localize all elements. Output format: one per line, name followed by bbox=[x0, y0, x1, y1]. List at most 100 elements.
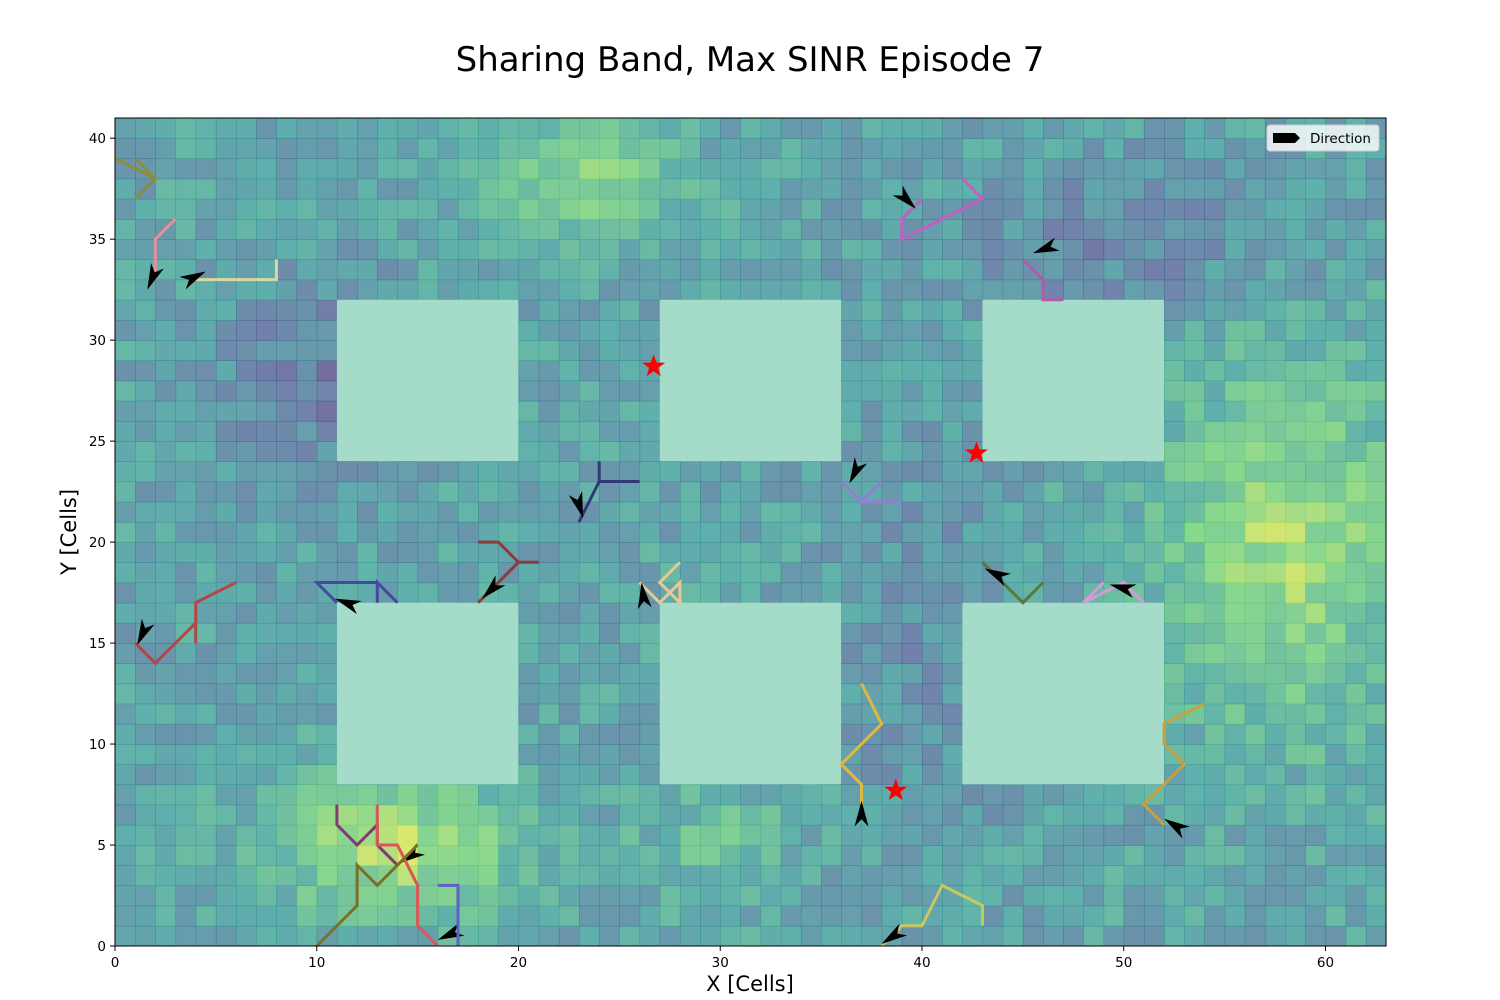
heatmap-cell bbox=[135, 562, 156, 584]
heatmap-cell bbox=[942, 562, 963, 584]
heatmap-cell bbox=[1224, 784, 1246, 806]
heatmap-cell bbox=[841, 925, 863, 946]
heatmap-cell bbox=[236, 744, 257, 765]
heatmap-cell bbox=[1244, 824, 1266, 846]
heatmap-cell bbox=[336, 582, 358, 604]
heatmap-cell bbox=[1022, 562, 1044, 584]
heatmap-cell bbox=[1365, 319, 1386, 341]
heatmap-cell bbox=[135, 521, 156, 543]
plot-area bbox=[114, 117, 1387, 947]
heatmap-cell bbox=[982, 239, 1004, 260]
heatmap-cell bbox=[881, 360, 903, 382]
heatmap-cell bbox=[377, 481, 399, 503]
heatmap-cell bbox=[1204, 622, 1226, 644]
heatmap-cell bbox=[1043, 804, 1064, 826]
heatmap-cell bbox=[276, 380, 298, 402]
heatmap-cell bbox=[800, 542, 822, 563]
heatmap-cell bbox=[659, 178, 681, 200]
heatmap-cell bbox=[1143, 118, 1165, 139]
heatmap-cell bbox=[1285, 703, 1306, 725]
heatmap-cell bbox=[579, 380, 600, 402]
heatmap-cell bbox=[296, 501, 318, 523]
heatmap-cell bbox=[518, 764, 540, 786]
heatmap-cell bbox=[195, 420, 217, 442]
heatmap-cell bbox=[1244, 319, 1266, 341]
heatmap-cell bbox=[579, 118, 600, 139]
heatmap-cell bbox=[1164, 683, 1185, 705]
heatmap-cell bbox=[1244, 218, 1266, 240]
heatmap-cell bbox=[316, 178, 338, 200]
heatmap-cell bbox=[1365, 804, 1386, 826]
heatmap-cell bbox=[942, 441, 963, 462]
heatmap-cell bbox=[1224, 279, 1246, 301]
heatmap-cell bbox=[942, 784, 963, 806]
y-tick-label: 30 bbox=[89, 333, 106, 349]
heatmap-cell bbox=[175, 299, 197, 321]
heatmap-cell bbox=[558, 178, 580, 200]
heatmap-cell bbox=[780, 845, 802, 866]
heatmap-cell bbox=[1184, 542, 1206, 563]
heatmap-cell bbox=[316, 845, 338, 866]
heatmap-cell bbox=[215, 400, 237, 422]
heatmap-cell bbox=[457, 218, 479, 240]
heatmap-cell bbox=[1345, 158, 1367, 180]
heatmap-cell bbox=[800, 259, 822, 281]
heatmap-cell bbox=[901, 279, 923, 301]
heatmap-cell bbox=[579, 703, 600, 725]
heatmap-cell bbox=[498, 845, 520, 866]
heatmap-cell bbox=[256, 804, 277, 826]
heatmap-cell bbox=[619, 118, 641, 139]
heatmap-cell bbox=[659, 865, 681, 887]
heatmap-cell bbox=[1083, 905, 1105, 927]
heatmap-cell bbox=[1244, 764, 1266, 786]
heatmap-cell bbox=[256, 279, 277, 301]
heatmap-cell bbox=[215, 239, 237, 260]
heatmap-cell bbox=[720, 542, 742, 563]
heatmap-cell bbox=[457, 521, 479, 543]
heatmap-cell bbox=[962, 521, 984, 543]
heatmap-cell bbox=[1164, 703, 1185, 725]
heatmap-cell bbox=[1083, 824, 1105, 846]
heatmap-cell bbox=[215, 683, 237, 705]
heatmap-cell bbox=[1184, 824, 1206, 846]
heatmap-cell bbox=[579, 925, 600, 946]
heatmap-cell bbox=[478, 138, 499, 159]
heatmap-cell bbox=[1043, 925, 1064, 946]
heatmap-cell bbox=[316, 279, 338, 301]
heatmap-cell bbox=[942, 481, 963, 503]
heatmap-cell bbox=[1063, 582, 1084, 604]
heatmap-cell bbox=[1083, 885, 1105, 907]
heatmap-cell bbox=[760, 562, 782, 584]
heatmap-cell bbox=[639, 441, 661, 462]
x-tick-label: 40 bbox=[913, 955, 930, 971]
heatmap-cell bbox=[1204, 420, 1226, 442]
heatmap-cell bbox=[942, 158, 963, 180]
heatmap-cell bbox=[639, 481, 661, 503]
heatmap-cell bbox=[256, 703, 277, 725]
heatmap-cell bbox=[1244, 542, 1266, 563]
heatmap-cell bbox=[155, 925, 177, 946]
heatmap-cell bbox=[1184, 663, 1206, 685]
heatmap-cell bbox=[175, 521, 197, 543]
heatmap-cell bbox=[1224, 158, 1246, 180]
heatmap-cell bbox=[861, 360, 883, 382]
heatmap-cell bbox=[1285, 360, 1306, 382]
heatmap-cell bbox=[195, 340, 217, 361]
heatmap-cell bbox=[175, 643, 197, 664]
heatmap-cell bbox=[639, 865, 661, 887]
heatmap-cell bbox=[256, 380, 277, 402]
heatmap-cell bbox=[619, 703, 641, 725]
heatmap-cell bbox=[498, 824, 520, 846]
heatmap-cell bbox=[901, 501, 923, 523]
heatmap-cell bbox=[921, 461, 943, 483]
heatmap-cell bbox=[1103, 118, 1125, 139]
heatmap-cell bbox=[1264, 420, 1286, 442]
heatmap-cell bbox=[518, 138, 540, 159]
heatmap-cell bbox=[357, 158, 378, 180]
building-block bbox=[659, 602, 842, 785]
heatmap-cell bbox=[619, 582, 641, 604]
heatmap-cell bbox=[619, 663, 641, 685]
heatmap-cell bbox=[1043, 845, 1064, 866]
heatmap-cell bbox=[296, 784, 318, 806]
heatmap-cell bbox=[1325, 885, 1347, 907]
